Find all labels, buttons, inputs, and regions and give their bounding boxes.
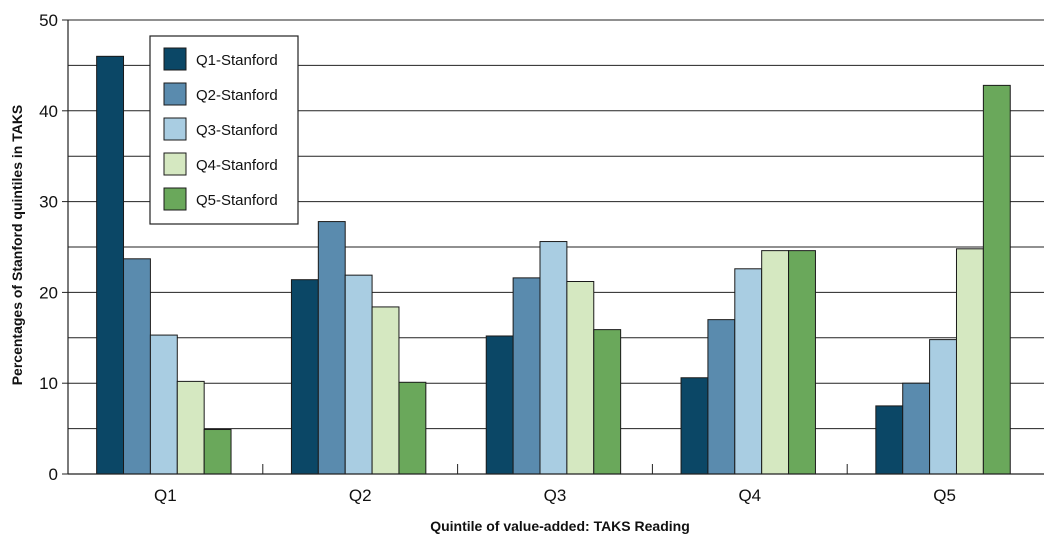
- x-tick-label: Q2: [349, 486, 372, 505]
- bar: [734, 268, 763, 475]
- axes: [62, 19, 1044, 475]
- bar: [96, 55, 125, 475]
- legend-label: Q3-Stanford: [196, 122, 278, 139]
- x-axis-title: Quintile of value-added: TAKS Reading: [430, 518, 690, 534]
- y-tick-label: 20: [39, 283, 58, 302]
- bar: [707, 319, 736, 475]
- bar: [788, 250, 816, 475]
- x-tick-label: Q5: [933, 486, 956, 505]
- legend-label: Q1-Stanford: [196, 52, 278, 69]
- bar: [761, 250, 790, 475]
- y-tick-label: 50: [39, 11, 58, 30]
- bar: [317, 221, 346, 475]
- bar: [593, 329, 622, 475]
- bar: [123, 258, 151, 475]
- bar: [566, 281, 595, 475]
- bar: [512, 277, 541, 475]
- bar: [982, 84, 1011, 475]
- y-axis-title: Percentages of Stanford quintiles in TAK…: [9, 105, 25, 386]
- bar: [398, 381, 427, 475]
- bar: [176, 380, 205, 475]
- legend-label: Q2-Stanford: [196, 87, 278, 104]
- x-tick-label: Q4: [738, 486, 761, 505]
- y-tick-label: 0: [49, 465, 58, 484]
- bar: [203, 429, 232, 475]
- y-tick-label: 10: [39, 374, 58, 393]
- bar: [485, 335, 514, 475]
- x-tick-label: Q1: [154, 486, 177, 505]
- bar: [902, 382, 931, 475]
- bar: [344, 274, 373, 475]
- bar: [149, 334, 178, 475]
- legend-swatch: [163, 82, 187, 106]
- bar: [875, 405, 904, 475]
- bar: [929, 339, 957, 475]
- bar: [371, 306, 400, 475]
- bar: [290, 279, 319, 475]
- bar: [680, 377, 709, 475]
- y-tick-label: 30: [39, 193, 58, 212]
- tick-labels: 0 10 20 30 40 50 Q1 Q2 Q3 Q4 Q5: [39, 11, 956, 505]
- legend-swatch: [163, 187, 187, 211]
- legend-label: Q4-Stanford: [196, 157, 278, 174]
- legend-label: Q5-Stanford: [196, 192, 278, 209]
- legend-swatch: [163, 117, 187, 141]
- legend-swatch: [163, 47, 187, 71]
- bar: [955, 248, 984, 475]
- legend: Q1-Stanford Q2-Stanford Q3-Stanford Q4-Stan…: [149, 35, 299, 225]
- x-tick-label: Q3: [544, 486, 567, 505]
- bar: [539, 241, 568, 475]
- y-tick-label: 40: [39, 102, 58, 121]
- legend-swatch: [163, 152, 187, 176]
